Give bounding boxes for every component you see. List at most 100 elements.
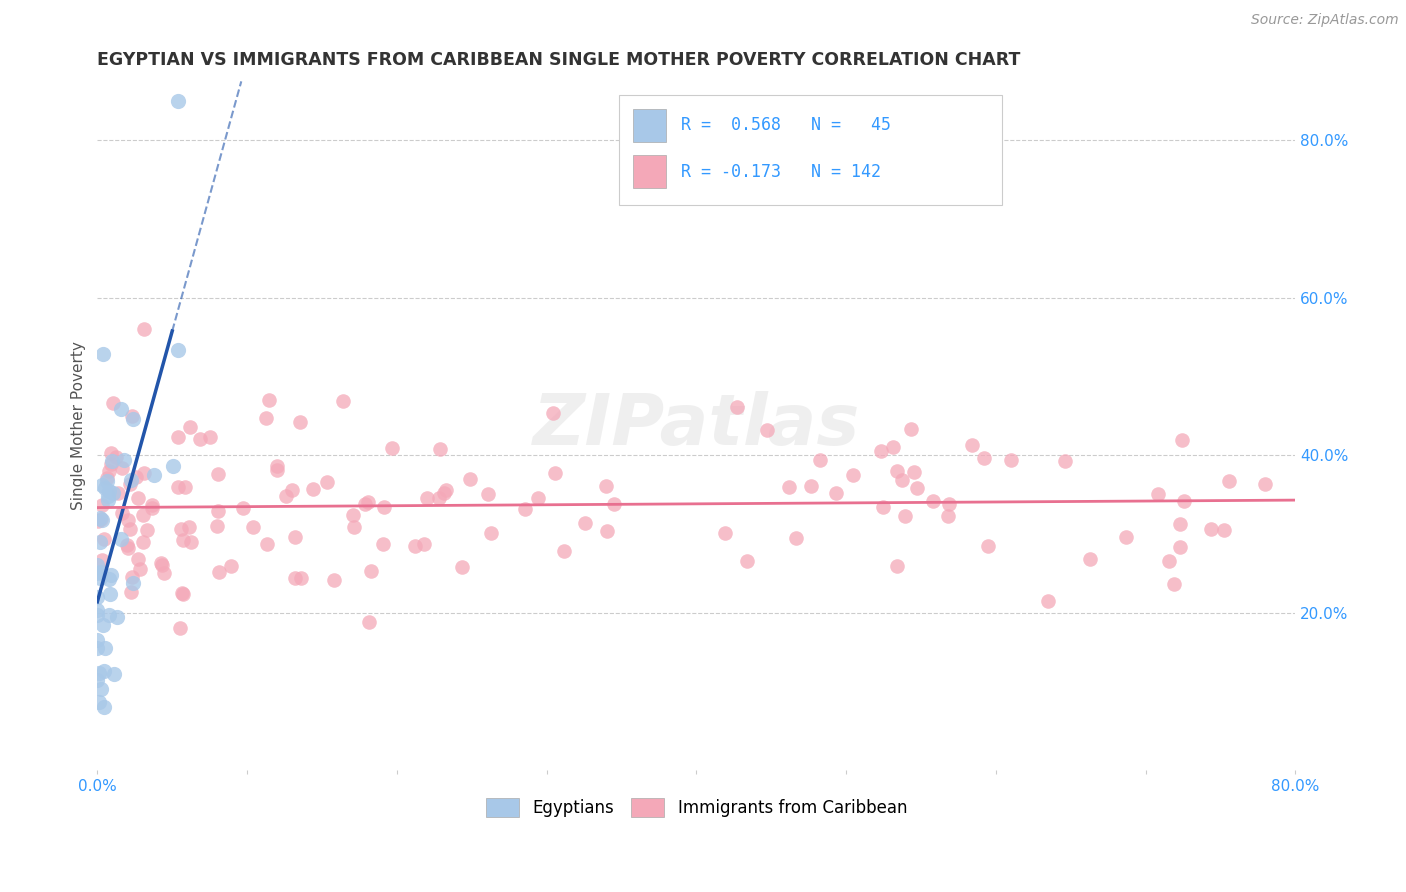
Point <box>842 468 865 483</box>
Point <box>477 486 499 500</box>
Point <box>129 562 152 576</box>
Point <box>98 587 121 601</box>
Point <box>890 473 912 487</box>
Point <box>93 664 115 678</box>
Point <box>167 94 190 108</box>
Bar <box>633 109 666 142</box>
Text: R =  0.568   N =   45: R = 0.568 N = 45 <box>681 117 891 135</box>
Point <box>725 400 748 414</box>
Point <box>120 477 142 491</box>
Point <box>97 492 120 507</box>
Point <box>91 617 114 632</box>
Point <box>91 498 114 512</box>
Text: R = -0.173   N = 142: R = -0.173 N = 142 <box>681 162 880 180</box>
Point <box>111 461 134 475</box>
Point <box>93 481 115 495</box>
Point <box>242 520 264 534</box>
Point <box>174 480 197 494</box>
Point <box>1038 593 1060 607</box>
Point <box>188 432 211 446</box>
Point <box>120 584 142 599</box>
Point <box>207 565 229 579</box>
Point <box>872 500 894 514</box>
Point <box>1053 454 1076 468</box>
Point <box>433 485 456 500</box>
Point <box>91 512 114 526</box>
Point <box>373 500 395 514</box>
Point <box>893 508 915 523</box>
Point <box>595 524 617 538</box>
Point <box>105 610 128 624</box>
Point <box>101 486 124 500</box>
Point <box>180 535 202 549</box>
Point <box>86 558 108 572</box>
Point <box>166 343 188 357</box>
Point <box>357 495 380 509</box>
Point <box>1168 517 1191 532</box>
Point <box>98 483 121 498</box>
Point <box>117 541 139 555</box>
Point <box>135 524 157 538</box>
Point <box>162 459 184 474</box>
Point <box>100 445 122 459</box>
Point <box>413 537 436 551</box>
Point <box>132 466 155 480</box>
Point <box>122 412 145 426</box>
Point <box>170 522 193 536</box>
Point <box>117 537 139 551</box>
Point <box>90 553 112 567</box>
Point <box>1000 452 1022 467</box>
Point <box>785 531 807 545</box>
Point <box>111 507 134 521</box>
Point <box>1170 433 1192 447</box>
Point <box>1199 522 1222 536</box>
Point <box>1157 554 1180 568</box>
Point <box>315 475 337 489</box>
Point <box>544 466 567 480</box>
Legend: Egyptians, Immigrants from Caribbean: Egyptians, Immigrants from Caribbean <box>479 791 914 823</box>
Point <box>526 491 548 505</box>
Point <box>427 491 450 505</box>
Point <box>172 533 194 548</box>
Point <box>1213 523 1236 537</box>
Point <box>737 554 759 568</box>
Point <box>87 695 110 709</box>
Y-axis label: Single Mother Poverty: Single Mother Poverty <box>72 342 86 510</box>
Point <box>1168 540 1191 554</box>
Point <box>86 602 108 616</box>
Point <box>1078 551 1101 566</box>
Point <box>429 442 451 456</box>
Point <box>103 666 125 681</box>
Point <box>1254 477 1277 491</box>
Point <box>131 535 153 549</box>
Point <box>142 468 165 483</box>
Point <box>101 395 124 409</box>
Point <box>132 508 155 522</box>
Point <box>149 556 172 570</box>
Point <box>86 566 108 580</box>
Point <box>98 572 121 586</box>
Point <box>936 509 959 524</box>
Point <box>938 497 960 511</box>
Point <box>342 508 364 523</box>
Point <box>357 615 380 629</box>
Point <box>257 393 280 408</box>
Text: Source: ZipAtlas.com: Source: ZipAtlas.com <box>1251 13 1399 28</box>
Point <box>404 539 426 553</box>
Point <box>973 451 995 466</box>
Point <box>886 558 908 573</box>
Point <box>96 474 118 488</box>
Point <box>778 480 800 494</box>
Point <box>415 491 437 506</box>
Point <box>714 525 737 540</box>
Point <box>800 478 823 492</box>
Point <box>825 486 848 500</box>
Bar <box>633 155 666 188</box>
Point <box>172 587 194 601</box>
Point <box>112 453 135 467</box>
Point <box>907 481 929 495</box>
Point <box>167 430 190 444</box>
Point <box>87 514 110 528</box>
Point <box>322 573 344 587</box>
Point <box>219 559 242 574</box>
